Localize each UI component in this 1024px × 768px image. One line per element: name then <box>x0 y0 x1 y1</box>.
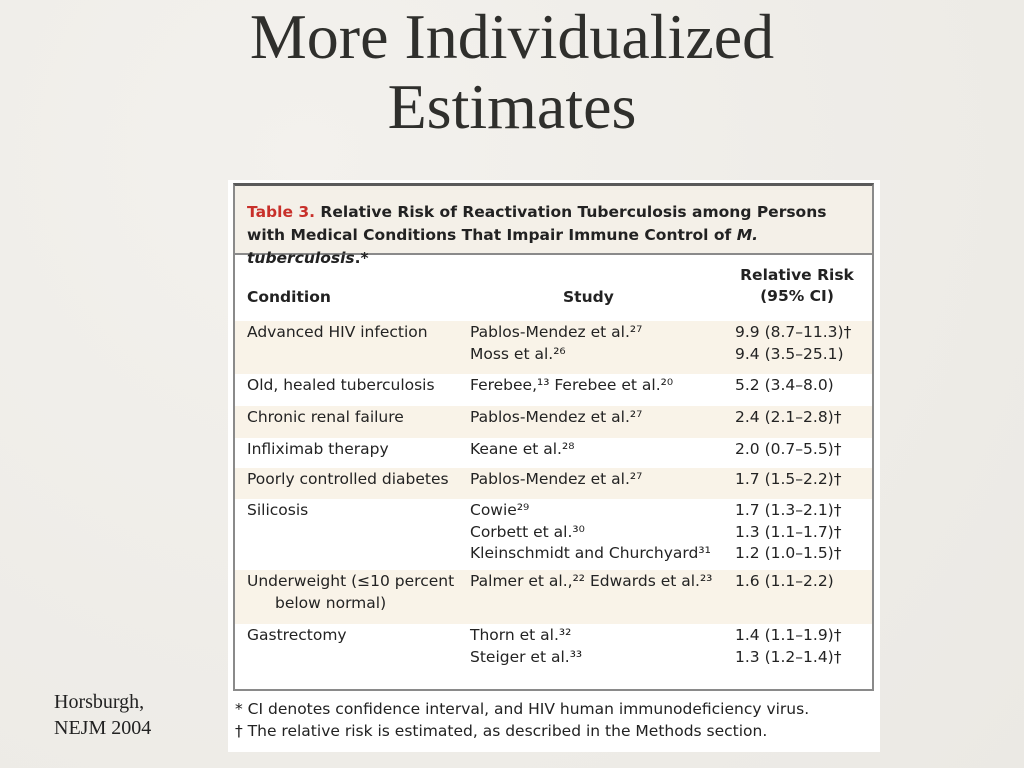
condition-cell: Advanced HIV infection <box>247 322 467 344</box>
study-line: Keane et al.²⁸ <box>470 440 575 458</box>
citation-line-2: NEJM 2004 <box>54 717 152 739</box>
study-line: Cowie²⁹ <box>470 501 530 519</box>
relative-risk-cell: 2.4 (2.1–2.8)† <box>735 407 870 429</box>
title-line-2: Estimates <box>387 71 637 142</box>
table-row: Silicosis Cowie²⁹ Corbett et al.³⁰ Kleinsch… <box>235 499 872 570</box>
header-risk-line-1: Relative Risk <box>740 266 854 284</box>
study-line: Pablos-Mendez et al.²⁷ <box>470 408 643 426</box>
condition-line: Old, healed tuberculosis <box>247 376 435 394</box>
citation-line-1: Horsburgh, <box>54 691 145 713</box>
study-cell: Keane et al.²⁸ <box>470 439 728 461</box>
condition-line: Poorly controlled diabetes <box>247 470 449 488</box>
relative-risk-cell: 1.4 (1.1–1.9)† 1.3 (1.2–1.4)† <box>735 625 870 668</box>
relative-risk-value: 1.7 (1.3–2.1)† <box>735 501 842 519</box>
condition-cell: Infliximab therapy <box>247 439 467 461</box>
condition-line: below normal) <box>275 593 387 612</box>
title-line-1: More Individualized <box>249 1 775 72</box>
table-row: Chronic renal failure Pablos-Mendez et al… <box>235 406 872 438</box>
footnote-dagger: † The relative risk is estimated, as des… <box>235 722 768 740</box>
relative-risk-value: 1.7 (1.5–2.2)† <box>735 470 842 488</box>
relative-risk-cell: 1.6 (1.1–2.2) <box>735 571 870 593</box>
table-row: Advanced HIV infection Pablos-Mendez et a… <box>235 321 872 374</box>
relative-risk-value: 1.3 (1.1–1.7)† <box>735 522 842 541</box>
condition-line: Gastrectomy <box>247 626 347 644</box>
table-caption: Table 3. Relative Risk of Reactivation T… <box>247 201 862 270</box>
table-frame: Table 3. Relative Risk of Reactivation T… <box>233 183 874 691</box>
column-header-relative-risk: Relative Risk (95% CI) <box>732 265 862 307</box>
study-cell: Cowie²⁹ Corbett et al.³⁰ Kleinschmidt and … <box>470 500 728 565</box>
relative-risk-value: 1.4 (1.1–1.9)† <box>735 626 842 644</box>
relative-risk-value: 1.2 (1.0–1.5)† <box>735 544 842 562</box>
caption-line-2a: with Medical Conditions That Impair Immu… <box>247 226 737 244</box>
citation: Horsburgh, NEJM 2004 <box>54 689 151 741</box>
table-row: Infliximab therapy Keane et al.²⁸ 2.0 (0.7… <box>235 438 872 468</box>
study-line: Thorn et al.³² <box>470 626 572 644</box>
condition-cell: Gastrectomy <box>247 625 467 647</box>
study-cell: Pablos-Mendez et al.²⁷ Moss et al.²⁶ <box>470 322 728 365</box>
study-line: Pablos-Mendez et al.²⁷ <box>470 470 643 488</box>
condition-cell: Poorly controlled diabetes <box>247 469 467 491</box>
condition-cell: Silicosis <box>247 500 467 522</box>
footnote-ci: * CI denotes confidence interval, and HI… <box>235 700 810 718</box>
relative-risk-value: 1.6 (1.1–2.2) <box>735 572 834 590</box>
table-caption-band: Table 3. Relative Risk of Reactivation T… <box>235 186 872 267</box>
table-row: Poorly controlled diabetes Pablos-Mendez … <box>235 468 872 499</box>
study-cell: Palmer et al.,²² Edwards et al.²³ <box>470 571 728 593</box>
condition-line: Underweight (≤10 percent <box>247 572 455 590</box>
caption-italic: M. tuberculosis <box>247 226 758 267</box>
study-line: Steiger et al.³³ <box>470 647 583 666</box>
slide-title: More Individualized Estimates <box>0 2 1024 142</box>
study-line: Kleinschmidt and Churchyard³¹ <box>470 544 711 562</box>
condition-cell: Old, healed tuberculosis <box>247 375 467 397</box>
study-cell: Pablos-Mendez et al.²⁷ <box>470 407 728 429</box>
relative-risk-cell: 2.0 (0.7–5.5)† <box>735 439 870 461</box>
table-footnotes: * CI denotes confidence interval, and HI… <box>235 698 875 742</box>
relative-risk-value: 9.9 (8.7–11.3)† <box>735 323 852 341</box>
relative-risk-value: 5.2 (3.4–8.0) <box>735 376 834 394</box>
study-cell: Thorn et al.³² Steiger et al.³³ <box>470 625 728 668</box>
study-cell: Pablos-Mendez et al.²⁷ <box>470 469 728 491</box>
condition-cell: Chronic renal failure <box>247 407 467 429</box>
condition-line: Advanced HIV infection <box>247 323 428 341</box>
study-line: Pablos-Mendez et al.²⁷ <box>470 323 643 341</box>
condition-line: Silicosis <box>247 501 309 519</box>
relative-risk-value: 2.0 (0.7–5.5)† <box>735 440 842 458</box>
study-line: Ferebee,¹³ Ferebee et al.²⁰ <box>470 376 674 394</box>
table-row: Underweight (≤10 percent below normal) Pal… <box>235 570 872 624</box>
study-cell: Ferebee,¹³ Ferebee et al.²⁰ <box>470 375 728 397</box>
header-risk-line-2: (95% CI) <box>760 287 834 305</box>
study-line: Palmer et al.,²² Edwards et al.²³ <box>470 572 713 590</box>
table-row: Gastrectomy Thorn et al.³² Steiger et al.³… <box>235 624 872 676</box>
relative-risk-cell: 5.2 (3.4–8.0) <box>735 375 870 397</box>
table-row: Old, healed tuberculosis Ferebee,¹³ Fereb… <box>235 374 872 406</box>
condition-line: Infliximab therapy <box>247 440 389 458</box>
caption-line-1: Relative Risk of Reactivation Tuberculos… <box>315 203 827 221</box>
study-line: Moss et al.²⁶ <box>470 344 566 363</box>
column-header-study: Study <box>563 288 614 306</box>
table-label: Table 3. <box>247 203 316 221</box>
relative-risk-value: 2.4 (2.1–2.8)† <box>735 408 842 426</box>
caption-line-2b: .* <box>354 249 369 267</box>
condition-line: Chronic renal failure <box>247 408 404 426</box>
relative-risk-cell: 1.7 (1.3–2.1)† 1.3 (1.1–1.7)† 1.2 (1.0–1.5… <box>735 500 870 565</box>
relative-risk-value: 9.4 (3.5–25.1) <box>735 344 844 363</box>
column-header-condition: Condition <box>247 288 331 306</box>
table-figure: Table 3. Relative Risk of Reactivation T… <box>228 180 880 752</box>
relative-risk-cell: 9.9 (8.7–11.3)† 9.4 (3.5–25.1) <box>735 322 870 365</box>
relative-risk-cell: 1.7 (1.5–2.2)† <box>735 469 870 491</box>
relative-risk-value: 1.3 (1.2–1.4)† <box>735 647 842 666</box>
study-line: Corbett et al.³⁰ <box>470 522 585 541</box>
condition-cell: Underweight (≤10 percent below normal) <box>247 571 467 614</box>
